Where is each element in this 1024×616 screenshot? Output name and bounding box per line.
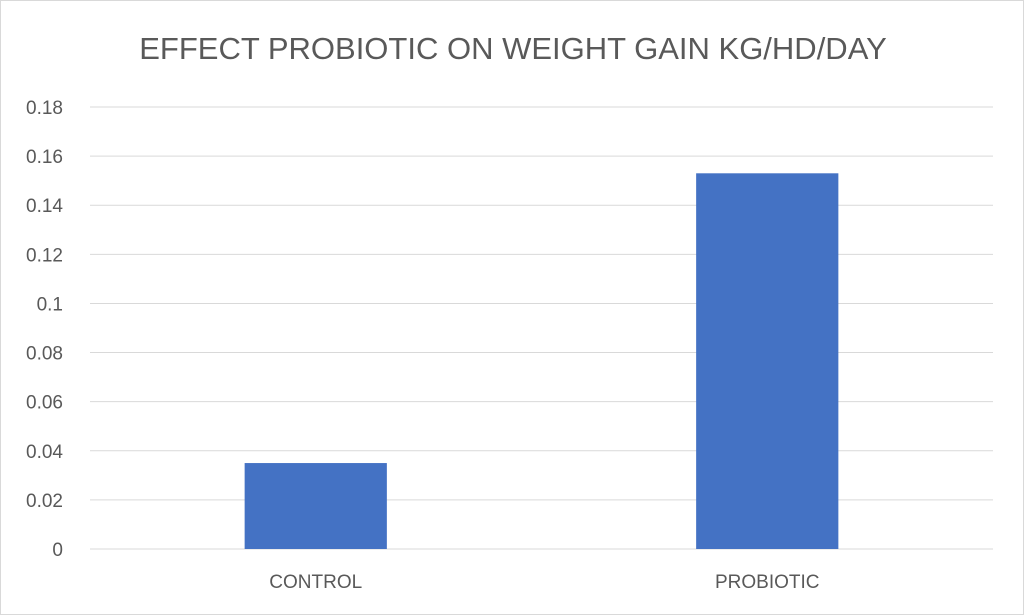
gridlines <box>90 106 993 550</box>
bar <box>696 173 839 550</box>
y-tick-label: 0.06 <box>26 393 63 414</box>
y-tick-label: 0.14 <box>26 196 63 217</box>
x-axis: CONTROL PROBIOTIC <box>269 572 819 593</box>
y-tick-label: 0.16 <box>26 147 63 168</box>
y-axis: 0 0.02 0.04 0.06 0.08 0.1 0.12 0.14 0.16 0.18 <box>26 98 63 561</box>
y-tick-label: 0 <box>52 540 63 561</box>
x-tick-label: PROBIOTIC <box>715 572 820 593</box>
chart-title: EFFECT PROBIOTIC ON WEIGHT GAIN KG/HD/DA… <box>139 31 887 66</box>
y-tick-label: 0.04 <box>26 442 63 463</box>
y-tick-label: 0.02 <box>26 491 63 512</box>
y-tick-label: 0.18 <box>26 98 63 119</box>
bar <box>244 463 387 549</box>
y-tick-label: 0.12 <box>26 245 63 266</box>
y-tick-label: 0.08 <box>26 344 63 365</box>
y-tick-label: 0.1 <box>37 294 63 315</box>
bars <box>244 173 839 550</box>
x-tick-label: CONTROL <box>269 572 362 593</box>
